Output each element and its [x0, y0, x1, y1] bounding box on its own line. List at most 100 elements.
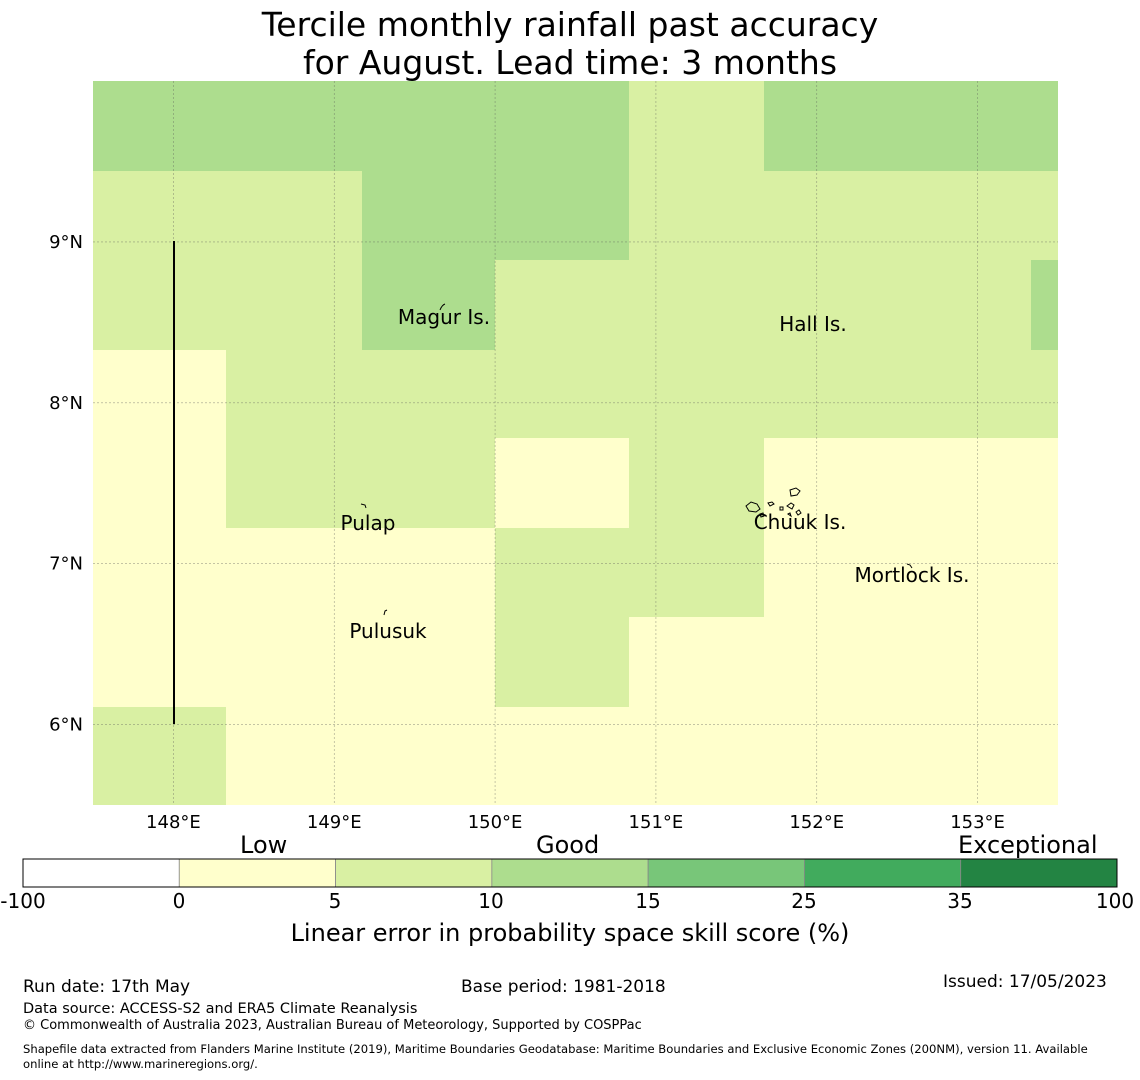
skill-cell: [764, 617, 897, 707]
latitude-tick-label: 9°N: [49, 232, 83, 253]
longitude-tick-label: 153°E: [950, 812, 1005, 833]
place-label-mortlock: Mortlock Is.: [855, 563, 970, 587]
shapefile-credit-line-1: Shapefile data extracted from Flanders M…: [23, 1042, 1088, 1056]
colorbar-tick: 5: [328, 889, 342, 913]
skill-cell: [495, 528, 629, 617]
skill-cell: [495, 707, 629, 805]
skill-cell: [629, 617, 764, 707]
skill-cell: [495, 617, 629, 707]
copyright: © Commonwealth of Australia 2023, Austra…: [23, 1018, 642, 1033]
skill-cell: [226, 171, 362, 260]
skill-cell: [1031, 617, 1058, 707]
skill-cell: [362, 350, 495, 438]
skill-cell: [1031, 171, 1058, 260]
skill-cell: [1031, 707, 1058, 805]
place-label-pulap: Pulap: [341, 511, 396, 535]
skill-cell: [897, 617, 1031, 707]
skill-cell: [362, 528, 495, 617]
pulusuk-island-outline: [383, 609, 388, 616]
mortlock-island-outline: [906, 563, 913, 569]
colorbar-label-good: Good: [536, 831, 600, 859]
chart-title-line-2: for August. Lead time: 3 months: [302, 43, 838, 82]
longitude-tick-label: 148°E: [146, 812, 201, 833]
skill-cell: [1031, 350, 1058, 438]
skill-cell: [897, 528, 1031, 617]
colorbar-segment: [491, 858, 649, 888]
skill-cell: [1031, 438, 1058, 528]
colorbar-segment: [178, 858, 336, 888]
skill-cell: [764, 81, 897, 171]
skill-cell: [764, 260, 897, 350]
latitude-tick-label: 7°N: [49, 554, 83, 575]
place-label-chuuk: Chuuk Is.: [754, 510, 847, 534]
skill-cell: [362, 438, 495, 528]
colorbar-segment: [960, 858, 1118, 888]
longitude-tick-label: 151°E: [629, 812, 684, 833]
skill-cell: [495, 260, 629, 350]
colorbar-segment: [804, 858, 962, 888]
skill-cell: [764, 350, 897, 438]
skill-cell: [362, 707, 495, 805]
data-source: Data source: ACCESS-S2 and ERA5 Climate …: [23, 1001, 418, 1017]
colorbar-segment: [22, 858, 180, 888]
issued-date: Issued: 17/05/2023: [943, 972, 1107, 992]
base-period: Base period: 1981-2018: [461, 977, 666, 997]
skill-cell: [629, 81, 764, 171]
skill-cell: [495, 81, 629, 171]
skill-cell: [495, 350, 629, 438]
skill-cell: [629, 707, 764, 805]
skill-cell: [897, 707, 1031, 805]
skill-cell: [93, 707, 226, 805]
skill-cell: [764, 707, 897, 805]
skill-cell: [93, 617, 226, 707]
skill-cell: [93, 438, 226, 528]
run-date: Run date: 17th May: [23, 977, 191, 997]
skill-cell: [629, 260, 764, 350]
colorbar-frame: [22, 858, 1118, 888]
colorbar-tick: 15: [635, 889, 661, 913]
skill-cell: [93, 528, 226, 617]
latitude-tick-label: 8°N: [49, 393, 83, 414]
colorbar-tick: 0: [172, 889, 186, 913]
chart-title-line-1: Tercile monthly rainfall past accuracy: [261, 5, 879, 44]
latitude-tick-label: 6°N: [49, 715, 83, 736]
skill-cell: [226, 438, 362, 528]
skill-cell: [897, 81, 1031, 171]
skill-cell: [1031, 260, 1058, 350]
skill-cell: [362, 260, 495, 350]
skill-cell: [93, 171, 226, 260]
skill-cell: [226, 707, 362, 805]
skill-cell: [629, 171, 764, 260]
colorbar-label-low: Low: [240, 831, 288, 859]
chuuk-islands-outline: [745, 487, 802, 518]
colorbar-segment: [335, 858, 493, 888]
skill-cell: [495, 171, 629, 260]
skill-cell: [226, 528, 362, 617]
skill-cell: [897, 260, 1031, 350]
skill-cell: [226, 81, 362, 171]
skill-cell: [226, 260, 362, 350]
colorbar-label-exceptional: Exceptional: [958, 831, 1098, 859]
skill-cell: [897, 438, 1031, 528]
colorbar-tick: 10: [478, 889, 504, 913]
colorbar-tick: 100: [1095, 889, 1135, 913]
skill-cell: [1031, 528, 1058, 617]
colorbar-title: Linear error in probability space skill …: [290, 919, 850, 947]
skill-cell: [629, 350, 764, 438]
colorbar-tick: -100: [0, 889, 46, 913]
shapefile-credit-line-2: online at http://www.marineregions.org/.: [23, 1057, 258, 1071]
longitude-tick-label: 152°E: [789, 812, 844, 833]
skill-cell: [897, 350, 1031, 438]
skill-cell: [226, 617, 362, 707]
magur-island-outline: [439, 303, 446, 311]
skill-cell: [362, 171, 495, 260]
skill-cell: [897, 171, 1031, 260]
skill-cell: [764, 438, 897, 528]
longitude-tick-label: 150°E: [468, 812, 523, 833]
skill-cell: [226, 350, 362, 438]
skill-cell: [1031, 81, 1058, 171]
pulap-island-outline: [360, 503, 367, 509]
colorbar-tick: 35: [947, 889, 973, 913]
skill-cell: [495, 438, 629, 528]
